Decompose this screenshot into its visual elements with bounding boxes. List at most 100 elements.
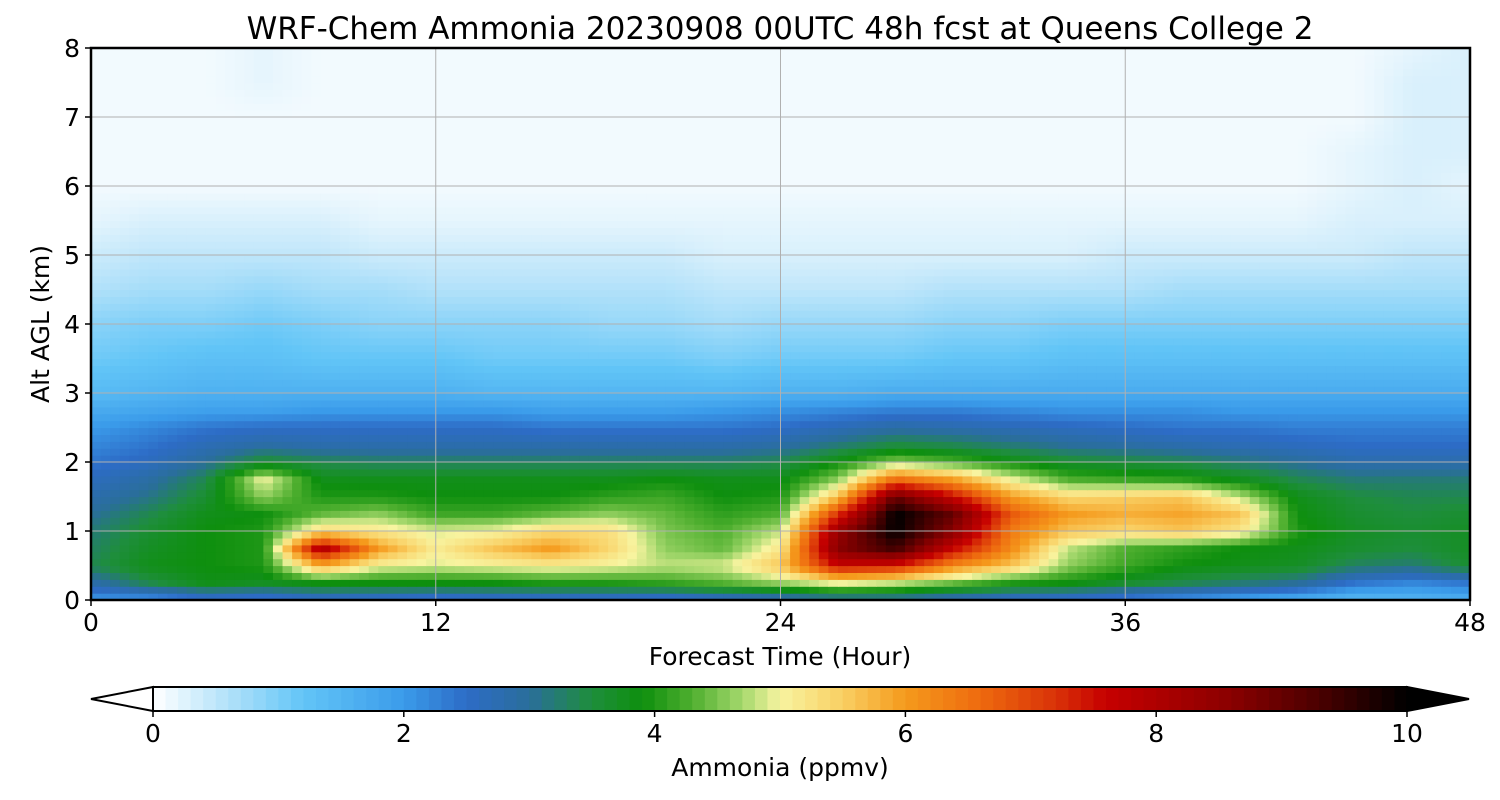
heatmap-cell [588,462,600,470]
heatmap-cell [943,517,954,525]
heatmap-cell [100,434,111,442]
heatmap-cell [1326,551,1337,560]
heatmap-cell [588,579,600,587]
heatmap-cell [1115,593,1126,601]
heatmap-cell [1211,441,1222,449]
heatmap-cell [483,434,494,442]
heatmap-cell [177,489,188,498]
heatmap-cell [1173,386,1184,394]
heatmap-cell [521,406,533,415]
heatmap-cell [579,393,590,401]
heatmap-cell [550,406,561,415]
heatmap-cell [1355,565,1366,573]
heatmap-cell [770,441,782,449]
heatmap-cell [196,358,207,366]
heatmap-cell [1268,503,1280,511]
heatmap-cell [1326,537,1337,546]
heatmap-cell [1383,565,1394,573]
heatmap-cell [244,579,255,587]
heatmap-cell [828,413,839,422]
heatmap-cell [1029,503,1040,511]
heatmap-cell [1364,565,1375,573]
heatmap-cell [742,462,753,470]
heatmap-cell [407,379,418,387]
heatmap-cell [1345,537,1356,546]
heatmap-cell [387,358,399,366]
heatmap-cell [493,579,504,587]
heatmap-cell [847,358,858,366]
heatmap-cell [675,565,686,573]
heatmap-cell [272,358,284,366]
heatmap-cell [627,372,638,380]
heatmap-cell [1230,441,1241,449]
heatmap-cell [1192,482,1203,491]
heatmap-cell [167,558,178,567]
heatmap-cell [521,482,533,491]
heatmap-cell [675,475,686,484]
heatmap-cell [675,524,686,532]
heatmap-cell [933,420,944,429]
heatmap-cell [1268,489,1280,498]
heatmap-cell [1288,537,1299,546]
heatmap-cell [1240,524,1251,532]
heatmap-cell [138,517,150,525]
heatmap-cell [1182,593,1193,601]
heatmap-cell [474,358,485,366]
heatmap-cell [895,358,906,366]
heatmap-cell [608,551,619,560]
heatmap-cell [914,462,925,470]
heatmap-cell [1307,496,1318,504]
heatmap-cell [100,496,111,504]
heatmap-cell [1374,579,1385,587]
heatmap-cell [1450,593,1462,601]
heatmap-cell [301,455,312,463]
heatmap-cell [1115,482,1126,491]
heatmap-cell [723,434,734,442]
heatmap-cell [569,448,580,456]
heatmap-cell [541,462,552,470]
heatmap-cell [301,413,312,422]
heatmap-cell [177,496,188,504]
heatmap-cell [1106,482,1117,491]
heatmap-cell [1335,386,1347,394]
heatmap-cell [1259,551,1270,560]
heatmap-cell [1316,572,1327,580]
heatmap-cell [914,448,925,456]
heatmap-cell [253,379,264,387]
heatmap-cell [339,413,351,422]
heatmap-cell [924,393,935,401]
heatmap-cell [1067,593,1078,601]
heatmap-cell [483,503,494,511]
heatmap-cell [1077,524,1088,532]
heatmap-cell [1240,496,1251,504]
heatmap-cell [646,434,657,442]
heatmap-cell [368,482,379,491]
heatmap-cell [263,455,274,463]
heatmap-cell [110,503,121,511]
heatmap-cell [320,406,332,415]
heatmap-cell [885,372,897,380]
heatmap-cell [962,393,973,401]
heatmap-cell [1422,565,1433,573]
heatmap-cell [320,448,332,456]
heatmap-cell [225,524,236,532]
heatmap-cell [1450,524,1462,532]
heatmap-cell [579,399,590,408]
heatmap-cell [454,386,466,394]
heatmap-cell [416,510,427,518]
heatmap-cell [857,420,868,429]
heatmap-cell [1412,579,1423,587]
heatmap-cell [196,462,207,470]
heatmap-cell [215,420,226,429]
heatmap-cell [368,537,379,546]
heatmap-cell [1029,475,1040,484]
heatmap-cell [1393,393,1404,401]
heatmap-cell [828,448,839,456]
heatmap-cell [474,517,485,525]
heatmap-cell [550,462,561,470]
heatmap-cell [397,586,408,594]
heatmap-cell [110,565,121,573]
heatmap-cell [493,572,504,580]
heatmap-cell [1019,517,1031,525]
heatmap-cell [1412,441,1423,449]
